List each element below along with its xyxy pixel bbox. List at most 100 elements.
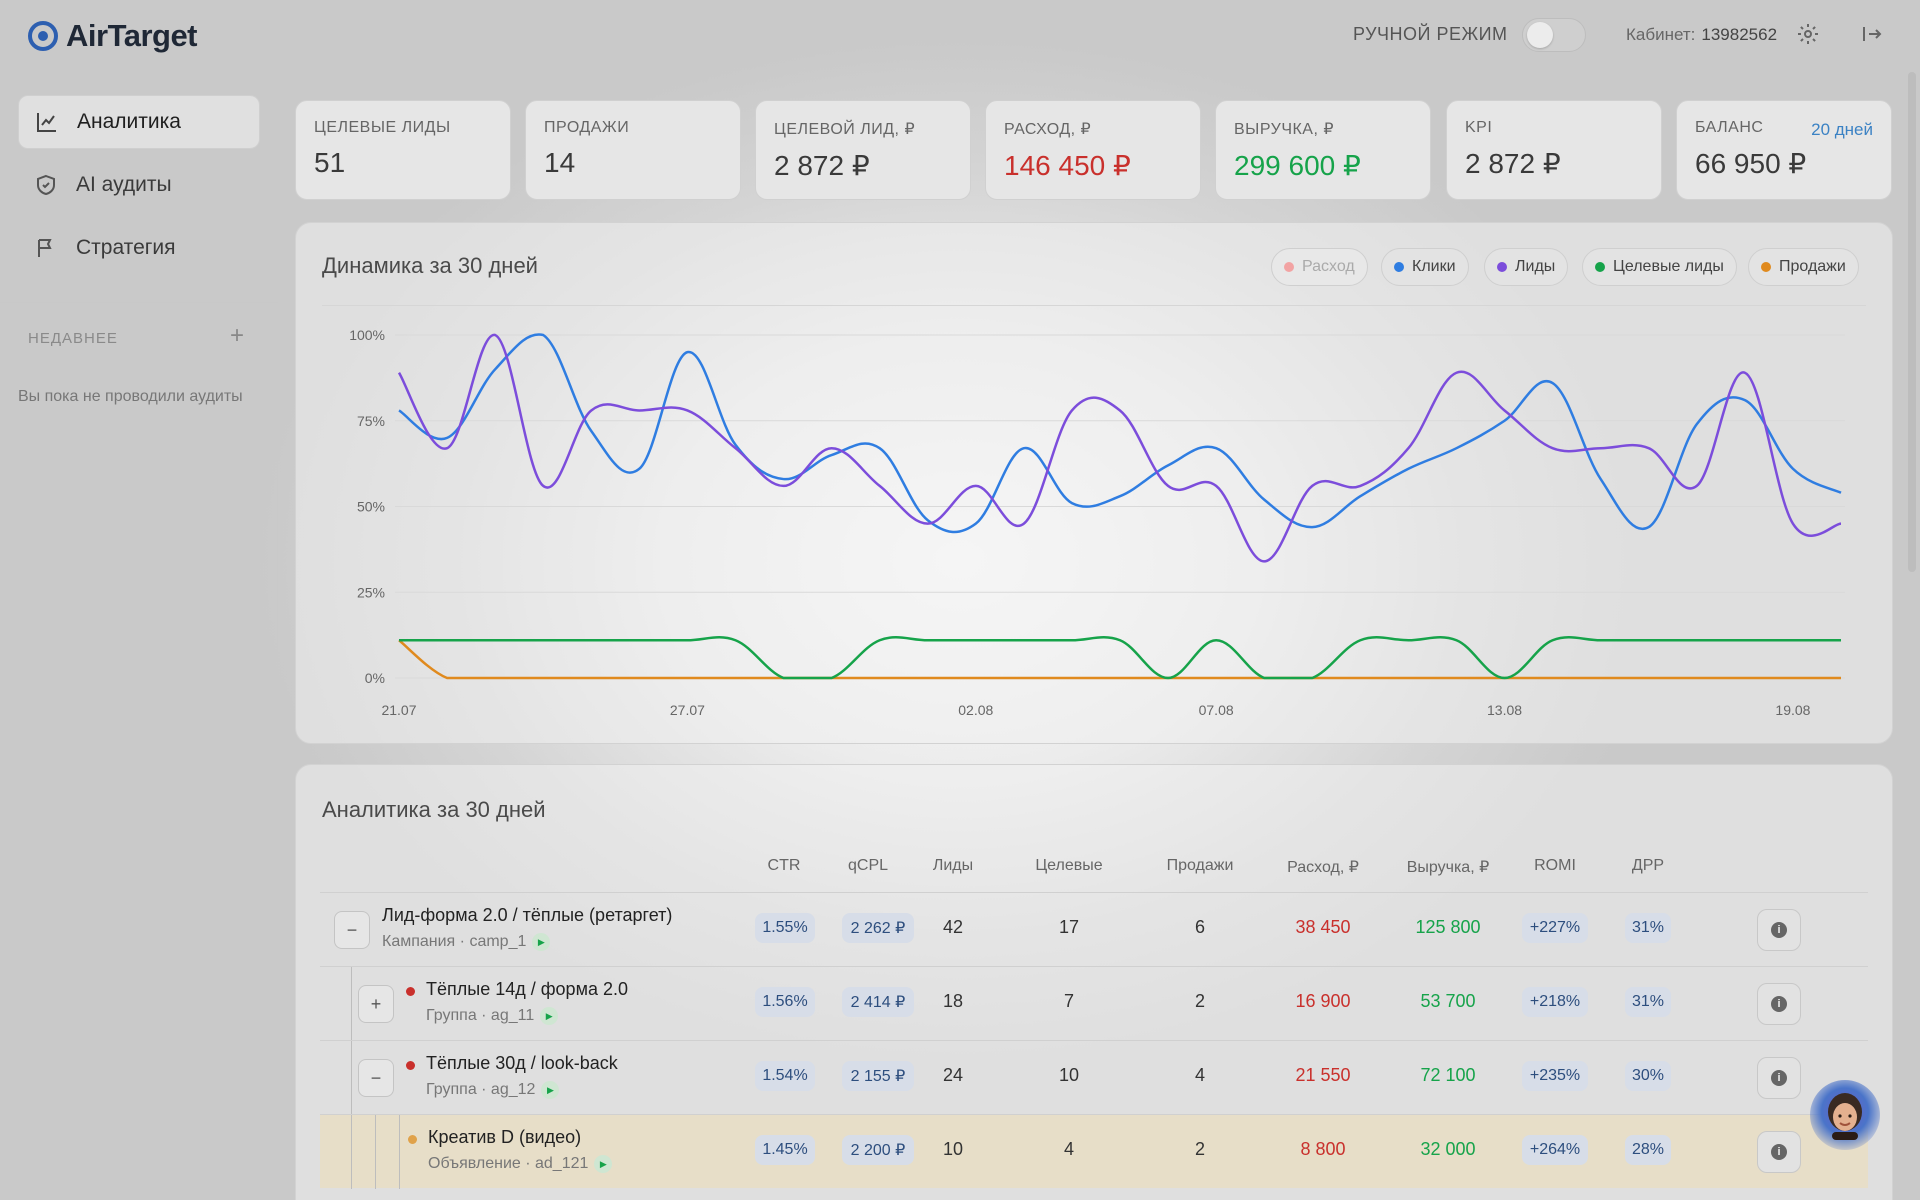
drr-value: 28%: [1625, 1135, 1671, 1165]
shield-icon: [37, 174, 55, 196]
qcpl-value: 2 262 ₽: [842, 913, 914, 943]
legend-sales[interactable]: Продажи: [1748, 248, 1859, 286]
expand-toggle-button[interactable]: −: [358, 1059, 394, 1097]
row-subtitle-text: Группа · ag_12: [426, 1081, 536, 1098]
sidebar-item-ai-audits[interactable]: AI аудиты: [18, 158, 260, 212]
kpi-card-spend: РАСХОД, ₽ 146 450 ₽: [985, 100, 1201, 200]
spend-value: 16 900: [1295, 991, 1351, 1011]
kpi-label: ПРОДАЖИ: [544, 119, 630, 136]
row-subtitle-text: Кампания · camp_1: [382, 933, 527, 950]
column-header-spend[interactable]: Расход, ₽: [1287, 859, 1359, 876]
row-subtitle: Кампания · camp_1 ▶: [382, 933, 551, 951]
dynamics-panel: Динамика за 30 дней: [295, 222, 1893, 744]
legend-dot: [1394, 262, 1404, 272]
revenue-value: 53 700: [1420, 991, 1476, 1011]
sidebar-item-label: Аналитика: [77, 110, 181, 133]
column-header-revenue[interactable]: Выручка, ₽: [1406, 859, 1490, 876]
sidebar: Аналитика AI аудиты Стратегия НЕДАВНЕЕ +…: [0, 70, 278, 1200]
drr-value: 31%: [1625, 913, 1671, 943]
table-row[interactable]: + Тёплые 14д / форма 2.0 Группа · ag_11 ▶ 1.…: [320, 966, 1868, 1041]
play-icon[interactable]: ▶: [594, 1155, 613, 1173]
table-row[interactable]: − Тёплые 30д / look-back Группа · ag_12 ▶ 1.…: [320, 1040, 1868, 1115]
column-header-target[interactable]: Целевые: [1035, 857, 1103, 874]
kpi-value: 66 950 ₽: [1695, 148, 1807, 179]
sidebar-item-analytics[interactable]: Аналитика: [18, 95, 260, 149]
column-header-ctr[interactable]: CTR: [767, 857, 801, 874]
logout-icon[interactable]: [1860, 22, 1884, 46]
target-value: 4: [1063, 1139, 1074, 1159]
info-icon: i: [1771, 1144, 1787, 1160]
column-header-romi[interactable]: ROMI: [1534, 857, 1576, 874]
row-info-button[interactable]: i: [1757, 1131, 1801, 1173]
recent-empty-text: Вы пока не проводили аудиты: [18, 388, 243, 405]
leads-value: 10: [942, 1139, 964, 1159]
expand-toggle-button[interactable]: −: [334, 911, 370, 949]
app-logo[interactable]: AirTarget: [28, 18, 198, 54]
legend-dot: [1284, 262, 1294, 272]
column-header-qcpl[interactable]: qCPL: [847, 857, 889, 874]
expand-toggle-button[interactable]: +: [358, 985, 394, 1023]
target-value: 7: [1063, 991, 1074, 1011]
kpi-label: KPI: [1465, 119, 1493, 136]
leads-value: 18: [942, 991, 964, 1011]
legend-target-leads[interactable]: Целевые лиды: [1582, 248, 1737, 286]
spend-value: 8 800: [1300, 1139, 1346, 1159]
revenue-value: 125 800: [1415, 917, 1481, 937]
row-name: Креатив D (видео): [428, 1127, 582, 1147]
kpi-label: ЦЕЛЕВЫЕ ЛИДЫ: [314, 119, 451, 136]
app-name: AirTarget: [66, 18, 198, 53]
kpi-label: РАСХОД, ₽: [1004, 121, 1092, 138]
legend-clicks[interactable]: Клики: [1381, 248, 1469, 286]
row-info-button[interactable]: i: [1757, 983, 1801, 1025]
add-recent-icon[interactable]: +: [230, 322, 245, 349]
table-row[interactable]: Креатив D (видео) Объявление · ad_121 ▶ 1.4…: [320, 1114, 1868, 1189]
leads-value: 24: [942, 1065, 964, 1085]
kpi-value: 14: [544, 147, 576, 178]
column-header-sales[interactable]: Продажи: [1166, 857, 1234, 874]
row-info-button[interactable]: i: [1757, 1057, 1801, 1099]
target-value: 17: [1058, 917, 1080, 937]
play-icon[interactable]: ▶: [532, 933, 551, 951]
kpi-card-target-leads: ЦЕЛЕВЫЕ ЛИДЫ 51: [295, 100, 511, 200]
column-header-drr[interactable]: ДРР: [1631, 857, 1665, 874]
sales-value: 2: [1194, 991, 1205, 1011]
row-subtitle-text: Объявление · ad_121: [428, 1155, 589, 1172]
info-icon: i: [1771, 1070, 1787, 1086]
kpi-value: 299 600 ₽: [1234, 150, 1361, 181]
status-dot: [406, 1061, 415, 1070]
tree-line: [399, 1115, 400, 1189]
page-scrollbar[interactable]: [1908, 72, 1916, 572]
kpi-card-target-lead-cost: ЦЕЛЕВОЙ ЛИД, ₽ 2 872 ₽: [755, 100, 971, 200]
tree-line: [375, 1115, 376, 1189]
romi-value: +227%: [1522, 913, 1588, 943]
gear-icon[interactable]: [1796, 22, 1820, 46]
tree-line: [351, 1115, 352, 1189]
revenue-value: 32 000: [1420, 1139, 1476, 1159]
row-info-button[interactable]: i: [1757, 909, 1801, 951]
legend-label: Продажи: [1779, 258, 1846, 275]
play-icon[interactable]: ▶: [541, 1081, 560, 1099]
column-header-leads[interactable]: Лиды: [932, 857, 974, 874]
manual-mode-toggle[interactable]: [1522, 18, 1586, 52]
qcpl-value: 2 414 ₽: [842, 987, 914, 1017]
tree-line: [351, 1041, 352, 1115]
legend-spend[interactable]: Расход: [1271, 248, 1368, 286]
ctr-value: 1.56%: [755, 987, 815, 1017]
qcpl-value: 2 155 ₽: [842, 1061, 914, 1091]
assistant-avatar[interactable]: [1810, 1080, 1880, 1150]
table-row[interactable]: − Лид-форма 2.0 / тёплые (ретаргет) Кампан…: [320, 892, 1868, 966]
ctr-value: 1.54%: [755, 1061, 815, 1091]
sales-value: 4: [1194, 1065, 1205, 1085]
sidebar-item-label: Стратегия: [76, 236, 176, 259]
drr-value: 31%: [1625, 987, 1671, 1017]
analytics-title: Аналитика за 30 дней: [322, 797, 546, 822]
kpi-value: 51: [314, 147, 346, 178]
play-icon[interactable]: ▶: [540, 1007, 559, 1025]
legend-leads[interactable]: Лиды: [1484, 248, 1569, 286]
sidebar-item-strategy[interactable]: Стратегия: [18, 221, 260, 275]
romi-value: +218%: [1522, 987, 1588, 1017]
sidebar-item-label: AI аудиты: [76, 173, 172, 196]
cabinet-id: 13982562: [1701, 25, 1778, 44]
cabinet-label: Кабинет:: [1626, 25, 1696, 44]
flag-icon: [38, 239, 52, 257]
